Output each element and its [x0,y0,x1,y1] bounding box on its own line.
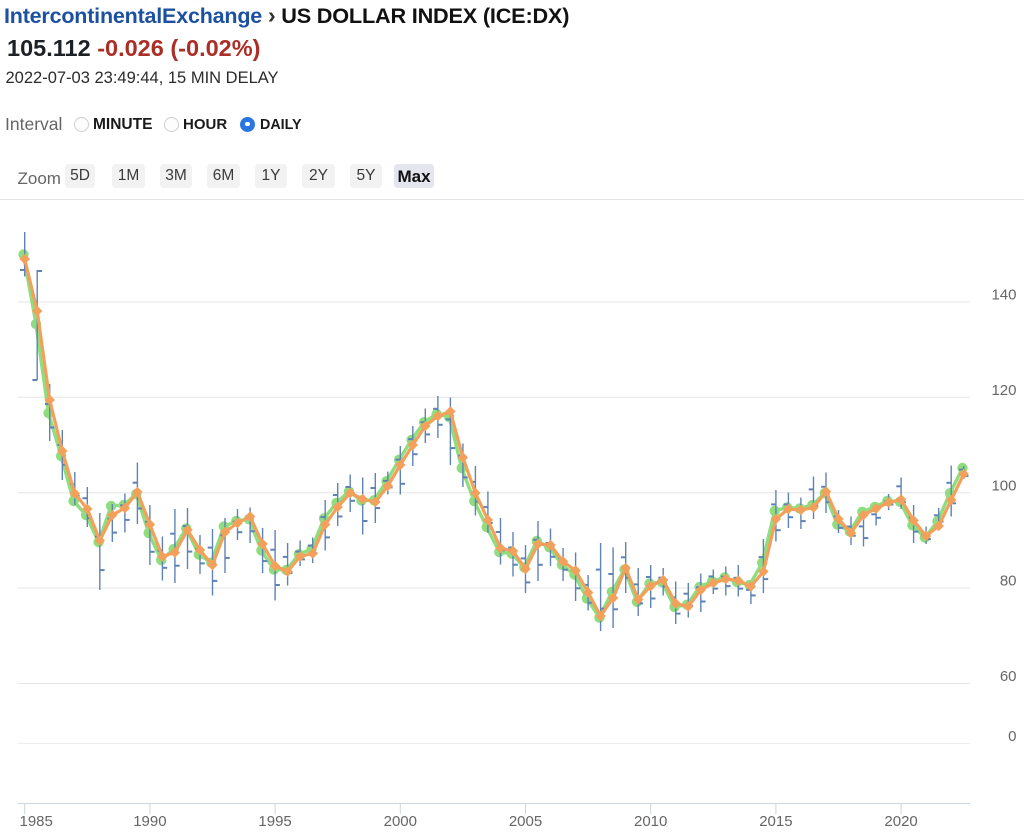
svg-text:2005: 2005 [509,813,542,830]
svg-text:2015: 2015 [759,813,792,830]
svg-text:1990: 1990 [133,813,166,830]
svg-text:2000: 2000 [384,813,417,830]
svg-text:60: 60 [1000,668,1017,685]
svg-text:100: 100 [991,477,1016,494]
svg-text:1995: 1995 [258,813,291,830]
svg-text:2010: 2010 [634,813,667,830]
svg-text:80: 80 [1000,573,1017,590]
svg-text:120: 120 [991,382,1016,399]
svg-text:1985: 1985 [20,813,53,830]
svg-text:0: 0 [1008,728,1016,745]
svg-text:140: 140 [991,287,1016,304]
svg-text:2020: 2020 [884,813,917,830]
